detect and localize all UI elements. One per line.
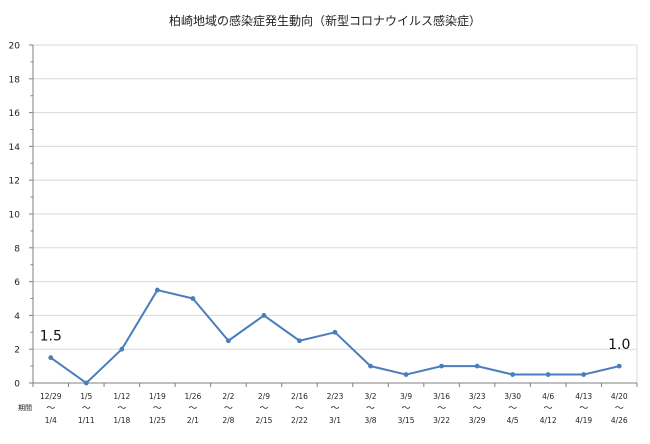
data-point: [439, 363, 444, 369]
x-tick-label-end: 1/25: [149, 416, 166, 425]
x-tick-tilde: ～: [224, 404, 233, 414]
x-tick-label-end: 3/1: [329, 416, 341, 425]
x-tick-tilde: ～: [615, 404, 624, 414]
x-tick-tilde: ～: [579, 404, 588, 414]
data-point: [119, 346, 125, 352]
x-tick-label-end: 4/19: [575, 416, 592, 425]
x-tick-tilde: ～: [473, 404, 482, 414]
data-point: [83, 380, 89, 386]
x-tick-tilde: ～: [153, 404, 162, 414]
x-tick-label-start: 4/6: [542, 392, 554, 401]
x-tick-label-start: 3/30: [504, 392, 521, 401]
data-point: [545, 372, 551, 377]
y-tick-label: 14: [9, 143, 21, 153]
chart-title: 柏崎地域の感染症発生動向（新型コロナウイルス感染症）: [169, 13, 481, 28]
x-tick-tilde: ～: [82, 404, 91, 414]
x-tick-label-start: 1/12: [113, 392, 130, 401]
series-group: [48, 287, 622, 386]
data-point: [510, 372, 516, 377]
x-tick-label-start: 3/16: [433, 392, 450, 401]
x-axis-ticks: 12/29 ～ 1/4 1/5 ～ 1/11 1/12 ～ 1/18 1/19 ～ 1/25 1/26 ～…: [40, 392, 628, 425]
x-tick-label-start: 1/19: [149, 392, 166, 401]
data-point: [332, 329, 338, 335]
y-tick-label: 18: [9, 75, 21, 85]
x-tick-label-end: 3/22: [433, 416, 450, 425]
x-tick-label-end: 2/22: [291, 416, 308, 425]
x-tick-label-start: 2/9: [258, 392, 270, 401]
x-tick-label-start: 4/20: [611, 392, 628, 401]
x-tick-label-end: 4/26: [611, 416, 628, 425]
x-tick-label-end: 1/4: [45, 416, 57, 425]
axes: [29, 44, 638, 387]
series-line: [50, 289, 620, 384]
data-point: [297, 338, 302, 344]
y-tick-label: 10: [9, 211, 21, 221]
data-point: [474, 363, 480, 369]
x-tick-tilde: ～: [295, 404, 304, 414]
x-tick-label-start: 2/23: [327, 392, 344, 401]
y-tick-label: 6: [14, 278, 20, 288]
x-tick-tilde: ～: [117, 404, 126, 414]
x-tick-label-start: 3/9: [400, 392, 412, 401]
data-point: [190, 296, 196, 301]
x-tick-label-start: 12/29: [40, 392, 62, 401]
x-tick-tilde: ～: [366, 404, 375, 414]
data-point: [48, 355, 54, 361]
y-tick-label: 0: [14, 380, 20, 390]
y-tick-label: 16: [9, 109, 21, 119]
x-tick-tilde: ～: [259, 404, 268, 414]
data-point: [581, 372, 587, 377]
x-tick-label-end: 2/1: [187, 416, 199, 425]
x-tick-tilde: ～: [508, 404, 517, 414]
data-point: [226, 338, 231, 344]
x-tick-label-start: 2/16: [291, 392, 308, 401]
x-tick-label-start: 4/13: [575, 392, 592, 401]
x-tick-label-end: 2/8: [222, 416, 234, 425]
x-tick-label-end: 1/18: [113, 416, 130, 425]
x-tick-label-end: 2/15: [256, 416, 273, 425]
x-tick-tilde: ～: [437, 404, 446, 414]
x-tick-tilde: ～: [330, 404, 339, 414]
period-label: 期間: [18, 404, 32, 412]
x-tick-label-end: 4/12: [540, 416, 557, 425]
x-tick-tilde: ～: [544, 404, 553, 414]
x-tick-label-start: 1/26: [184, 392, 201, 401]
data-point: [403, 372, 409, 377]
annotations: 1.5 1.0: [40, 329, 631, 353]
x-tick-label-end: 1/11: [78, 416, 95, 425]
data-label: 1.5: [40, 329, 62, 345]
gridlines: [33, 44, 638, 383]
y-tick-label: 8: [14, 244, 20, 254]
y-tick-label: 12: [9, 177, 20, 187]
x-tick-label-start: 3/2: [364, 392, 376, 401]
y-tick-label: 2: [14, 346, 20, 356]
x-tick-label-start: 1/5: [80, 392, 92, 401]
x-tick-label-end: 4/5: [507, 416, 519, 425]
data-point: [261, 313, 267, 318]
data-point: [368, 363, 373, 369]
y-tick-label: 4: [14, 312, 20, 322]
x-tick-label-end: 3/8: [364, 416, 376, 425]
data-point: [616, 363, 622, 369]
y-axis-ticks: 0 2 4 6 8 10 12 14 16 18 20: [9, 42, 21, 390]
data-point: [154, 287, 160, 293]
x-tick-label-end: 3/29: [469, 416, 486, 425]
x-tick-tilde: ～: [188, 404, 197, 414]
x-tick-tilde: ～: [402, 404, 411, 414]
data-label: 1.0: [608, 337, 630, 353]
y-tick-label: 20: [9, 42, 21, 52]
x-tick-label-end: 3/15: [398, 416, 415, 425]
x-tick-label-start: 2/2: [222, 392, 234, 401]
x-tick-label-start: 3/23: [469, 392, 486, 401]
x-tick-tilde: ～: [46, 404, 55, 414]
